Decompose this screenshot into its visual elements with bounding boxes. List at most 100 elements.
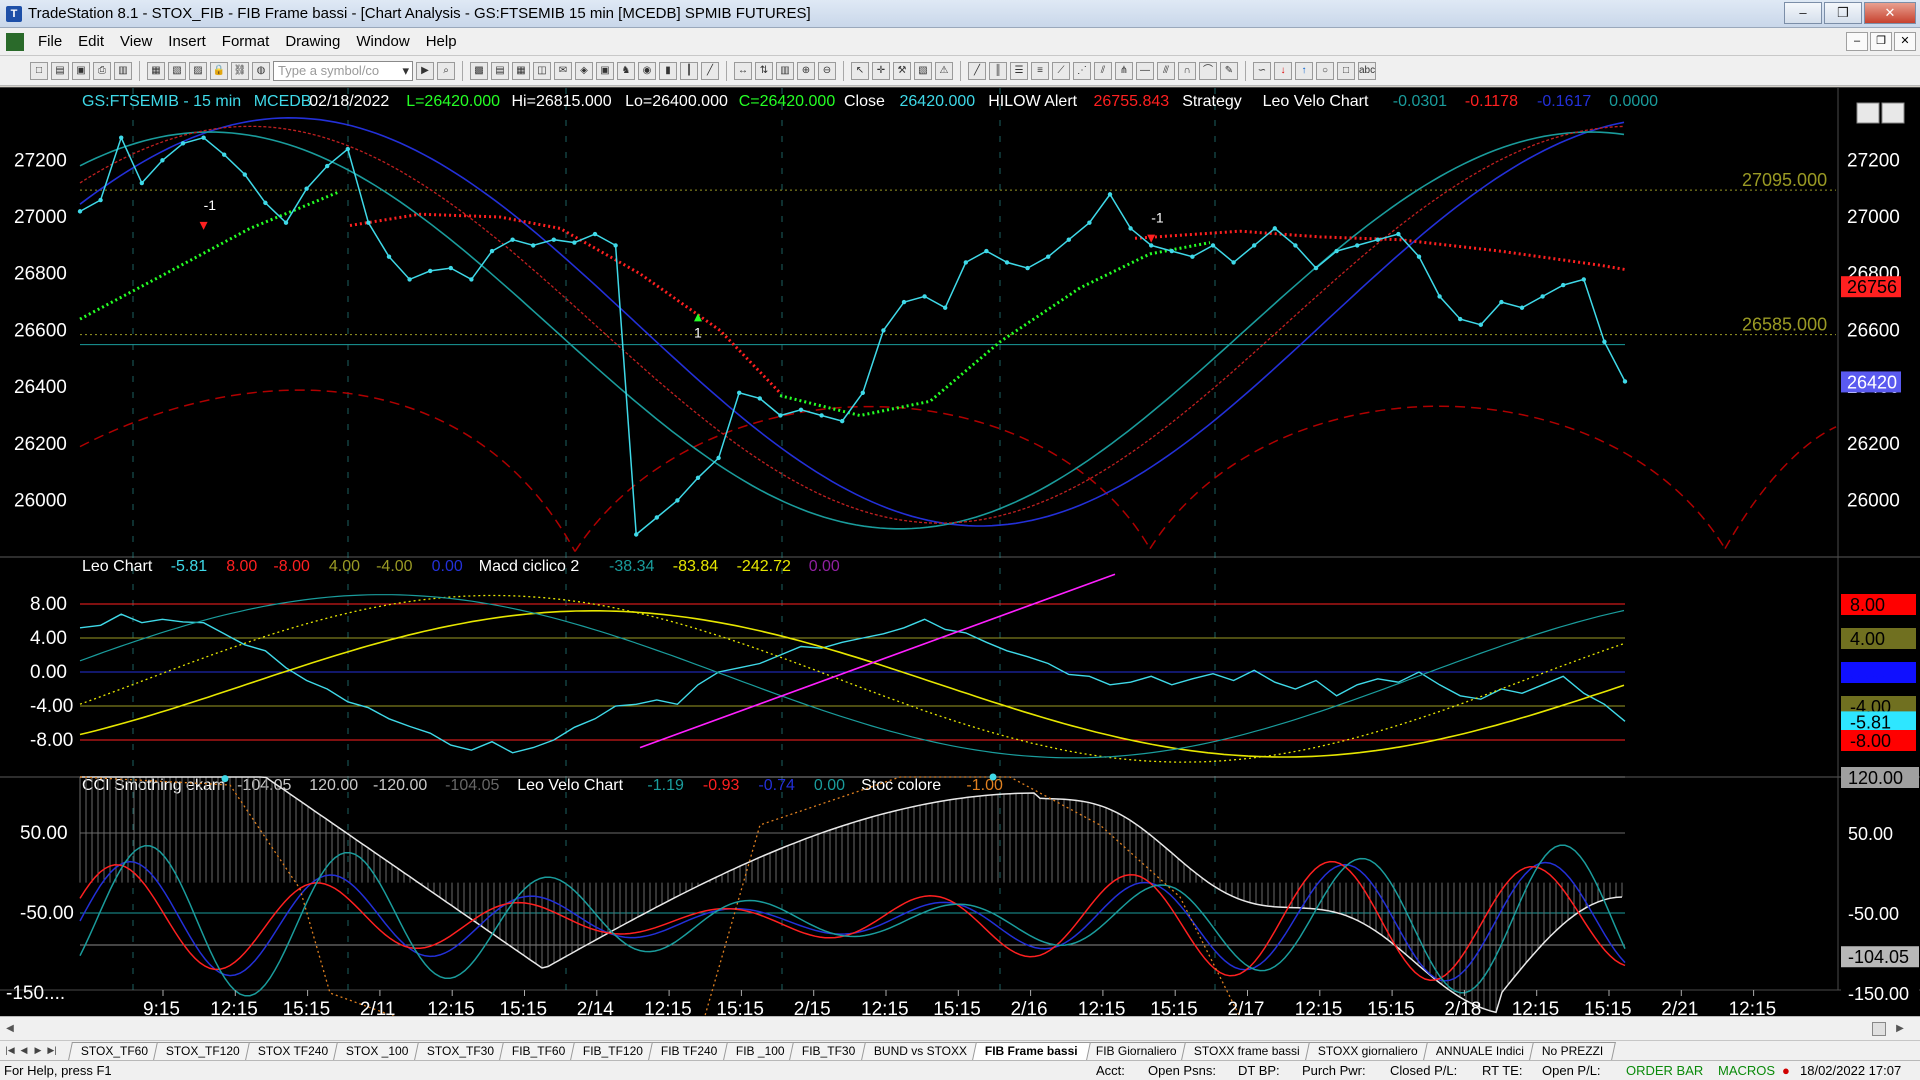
horizontal-scrollbar[interactable]: ◀ ▶ <box>0 1016 1920 1040</box>
format-icon[interactable]: ▧ <box>914 61 932 80</box>
alert-icon[interactable]: ⚠ <box>935 61 953 80</box>
menu-help[interactable]: Help <box>425 33 457 50</box>
mdi-close-button[interactable]: ✕ <box>1894 32 1916 51</box>
menu-insert[interactable]: Insert <box>168 33 206 50</box>
close-button[interactable]: ✕ <box>1864 2 1916 24</box>
andrews-pitchfork-icon[interactable]: ⋔ <box>1115 61 1133 80</box>
rectangle-icon[interactable]: □ <box>1337 61 1355 80</box>
tab-last-icon[interactable]: ▶| <box>47 1045 57 1055</box>
data-window-icon[interactable]: ↔ <box>734 61 752 80</box>
tab-stox-tf60[interactable]: STOX_TF60 <box>68 1042 162 1060</box>
channel-icon[interactable]: ⫻ <box>1157 61 1175 80</box>
horizontal-line-icon[interactable]: — <box>1136 61 1154 80</box>
indicator-icon[interactable]: ◉ <box>638 61 656 80</box>
go-arrow-icon[interactable]: ▶ <box>416 61 434 80</box>
pointer-icon[interactable]: ↖ <box>851 61 869 80</box>
menu-drawing[interactable]: Drawing <box>285 33 341 50</box>
volume-icon[interactable]: ⇅ <box>755 61 773 80</box>
up-arrow-icon[interactable]: ↑ <box>1295 61 1313 80</box>
lock-icon[interactable]: 🔒 <box>210 61 228 80</box>
scanner-icon[interactable]: ◫ <box>533 61 551 80</box>
radar-screen-icon[interactable]: ▤ <box>491 61 509 80</box>
link-icon[interactable]: ⛓ <box>231 61 249 80</box>
chart-minimize-button[interactable] <box>1856 102 1880 124</box>
regression-icon[interactable]: ⫽ <box>1094 61 1112 80</box>
bar-chart-icon[interactable]: ▮ <box>659 61 677 80</box>
tab-annuale-indici[interactable]: ANNUALE Indici <box>1423 1042 1537 1060</box>
text-icon[interactable]: abc <box>1358 61 1376 80</box>
speed-lines-icon[interactable]: ⟋ <box>1052 61 1070 80</box>
tab-next-icon[interactable]: ▶ <box>34 1045 42 1055</box>
hot-list-icon[interactable]: ▣ <box>596 61 614 80</box>
crosshair-icon[interactable]: ✛ <box>872 61 890 80</box>
options-icon[interactable]: ◈ <box>575 61 593 80</box>
menu-edit[interactable]: Edit <box>78 33 105 50</box>
tools-icon[interactable]: ⚒ <box>893 61 911 80</box>
chart-analysis-icon[interactable]: ▩ <box>470 61 488 80</box>
chart-window-icon[interactable] <box>6 32 24 51</box>
save-icon[interactable]: ▣ <box>72 61 90 80</box>
menu-window[interactable]: Window <box>356 33 410 50</box>
vertical-lines-icon[interactable]: ║ <box>989 61 1007 80</box>
tab-stoxx-giornaliero[interactable]: STOXX giornaliero <box>1305 1042 1431 1060</box>
tab-stox-tf120[interactable]: STOX_TF120 <box>153 1042 253 1060</box>
desktop-icon[interactable]: ▨ <box>189 61 207 80</box>
arc-icon[interactable]: ⌒ <box>1199 61 1217 80</box>
tab-fib-tf240[interactable]: FIB TF240 <box>648 1042 731 1060</box>
tab-fib-tf120[interactable]: FIB_TF120 <box>570 1042 657 1060</box>
tab-bund-vs-stoxx[interactable]: BUND vs STOXX <box>860 1042 980 1060</box>
order-bar-button[interactable]: ORDER BAR <box>1626 1063 1704 1078</box>
matrix-icon[interactable]: ▦ <box>512 61 530 80</box>
new-file-icon[interactable]: □ <box>30 61 48 80</box>
strategy-icon[interactable]: ♞ <box>617 61 635 80</box>
freehand-icon[interactable]: ∽ <box>1253 61 1271 80</box>
tab-no-prezzi[interactable]: No PREZZI <box>1529 1042 1617 1060</box>
symbol-lookup-icon[interactable]: ⌕ <box>437 61 455 80</box>
workspace-icon[interactable]: ▦ <box>147 61 165 80</box>
mdi-restore-button[interactable]: ❐ <box>1870 32 1892 51</box>
menu-format[interactable]: Format <box>221 33 270 50</box>
tab-fib-100[interactable]: FIB _100 <box>722 1042 798 1060</box>
gann-fan-icon[interactable]: ⋰ <box>1073 61 1091 80</box>
tab-fib-tf30[interactable]: FIB_TF30 <box>789 1042 869 1060</box>
fib-icon[interactable]: ≡ <box>1031 61 1049 80</box>
news-icon[interactable]: ✉ <box>554 61 572 80</box>
down-arrow-icon[interactable]: ↓ <box>1274 61 1292 80</box>
horizontal-lines-icon[interactable]: ☰ <box>1010 61 1028 80</box>
trendline-icon[interactable]: ╱ <box>968 61 986 80</box>
minimize-button[interactable]: – <box>1784 2 1822 24</box>
print-icon[interactable]: ⎙ <box>93 61 111 80</box>
tab-stox-tf30[interactable]: STOX_TF30 <box>413 1042 507 1060</box>
symbol-input[interactable]: Type a symbol/co <box>273 60 413 81</box>
line-chart-icon[interactable]: ╱ <box>701 61 719 80</box>
cycle-icon[interactable]: ∩ <box>1178 61 1196 80</box>
chart-analysis-window[interactable]: 27200 27200 27000 27000 26800 26800 26600 26600… <box>0 87 1920 1020</box>
scroll-left-arrow-icon[interactable]: ◀ <box>6 1023 14 1034</box>
tab-prev-icon[interactable]: ◀ <box>20 1045 28 1055</box>
macros-button[interactable]: MACROS <box>1718 1063 1776 1078</box>
print-preview-icon[interactable]: ▥ <box>114 61 132 80</box>
menu-view[interactable]: View <box>120 33 153 50</box>
globe-icon[interactable]: ◍ <box>252 61 270 80</box>
zoom-in-icon[interactable]: ⊕ <box>797 61 815 80</box>
tab-fib-giornaliero[interactable]: FIB Giornaliero <box>1082 1042 1190 1060</box>
pencil-icon[interactable]: ✎ <box>1220 61 1238 80</box>
ellipse-icon[interactable]: ○ <box>1316 61 1334 80</box>
candle-icon[interactable]: ┃ <box>680 61 698 80</box>
tab-stox-100[interactable]: STOX _100 <box>333 1042 422 1060</box>
layout-icon[interactable]: ▧ <box>168 61 186 80</box>
tab-fib-frame-bassi[interactable]: FIB Frame bassi <box>971 1042 1091 1060</box>
tab-fib-tf60[interactable]: FIB_TF60 <box>498 1042 579 1060</box>
tab-stoxx-frame-bassi[interactable]: STOXX frame bassi <box>1181 1042 1314 1060</box>
histogram-icon[interactable]: ▥ <box>776 61 794 80</box>
mdi-minimize-button[interactable]: – <box>1846 32 1868 51</box>
chart-restore-button[interactable] <box>1881 102 1905 124</box>
scroll-thumb[interactable] <box>1872 1022 1886 1036</box>
tab-stox-tf240[interactable]: STOX TF240 <box>245 1042 342 1060</box>
tab-first-icon[interactable]: |◀ <box>5 1045 15 1055</box>
scroll-right-arrow-icon[interactable]: ▶ <box>1896 1023 1904 1034</box>
open-icon[interactable]: ▤ <box>51 61 69 80</box>
maximize-button[interactable]: ❒ <box>1824 2 1862 24</box>
zoom-out-icon[interactable]: ⊖ <box>818 61 836 80</box>
